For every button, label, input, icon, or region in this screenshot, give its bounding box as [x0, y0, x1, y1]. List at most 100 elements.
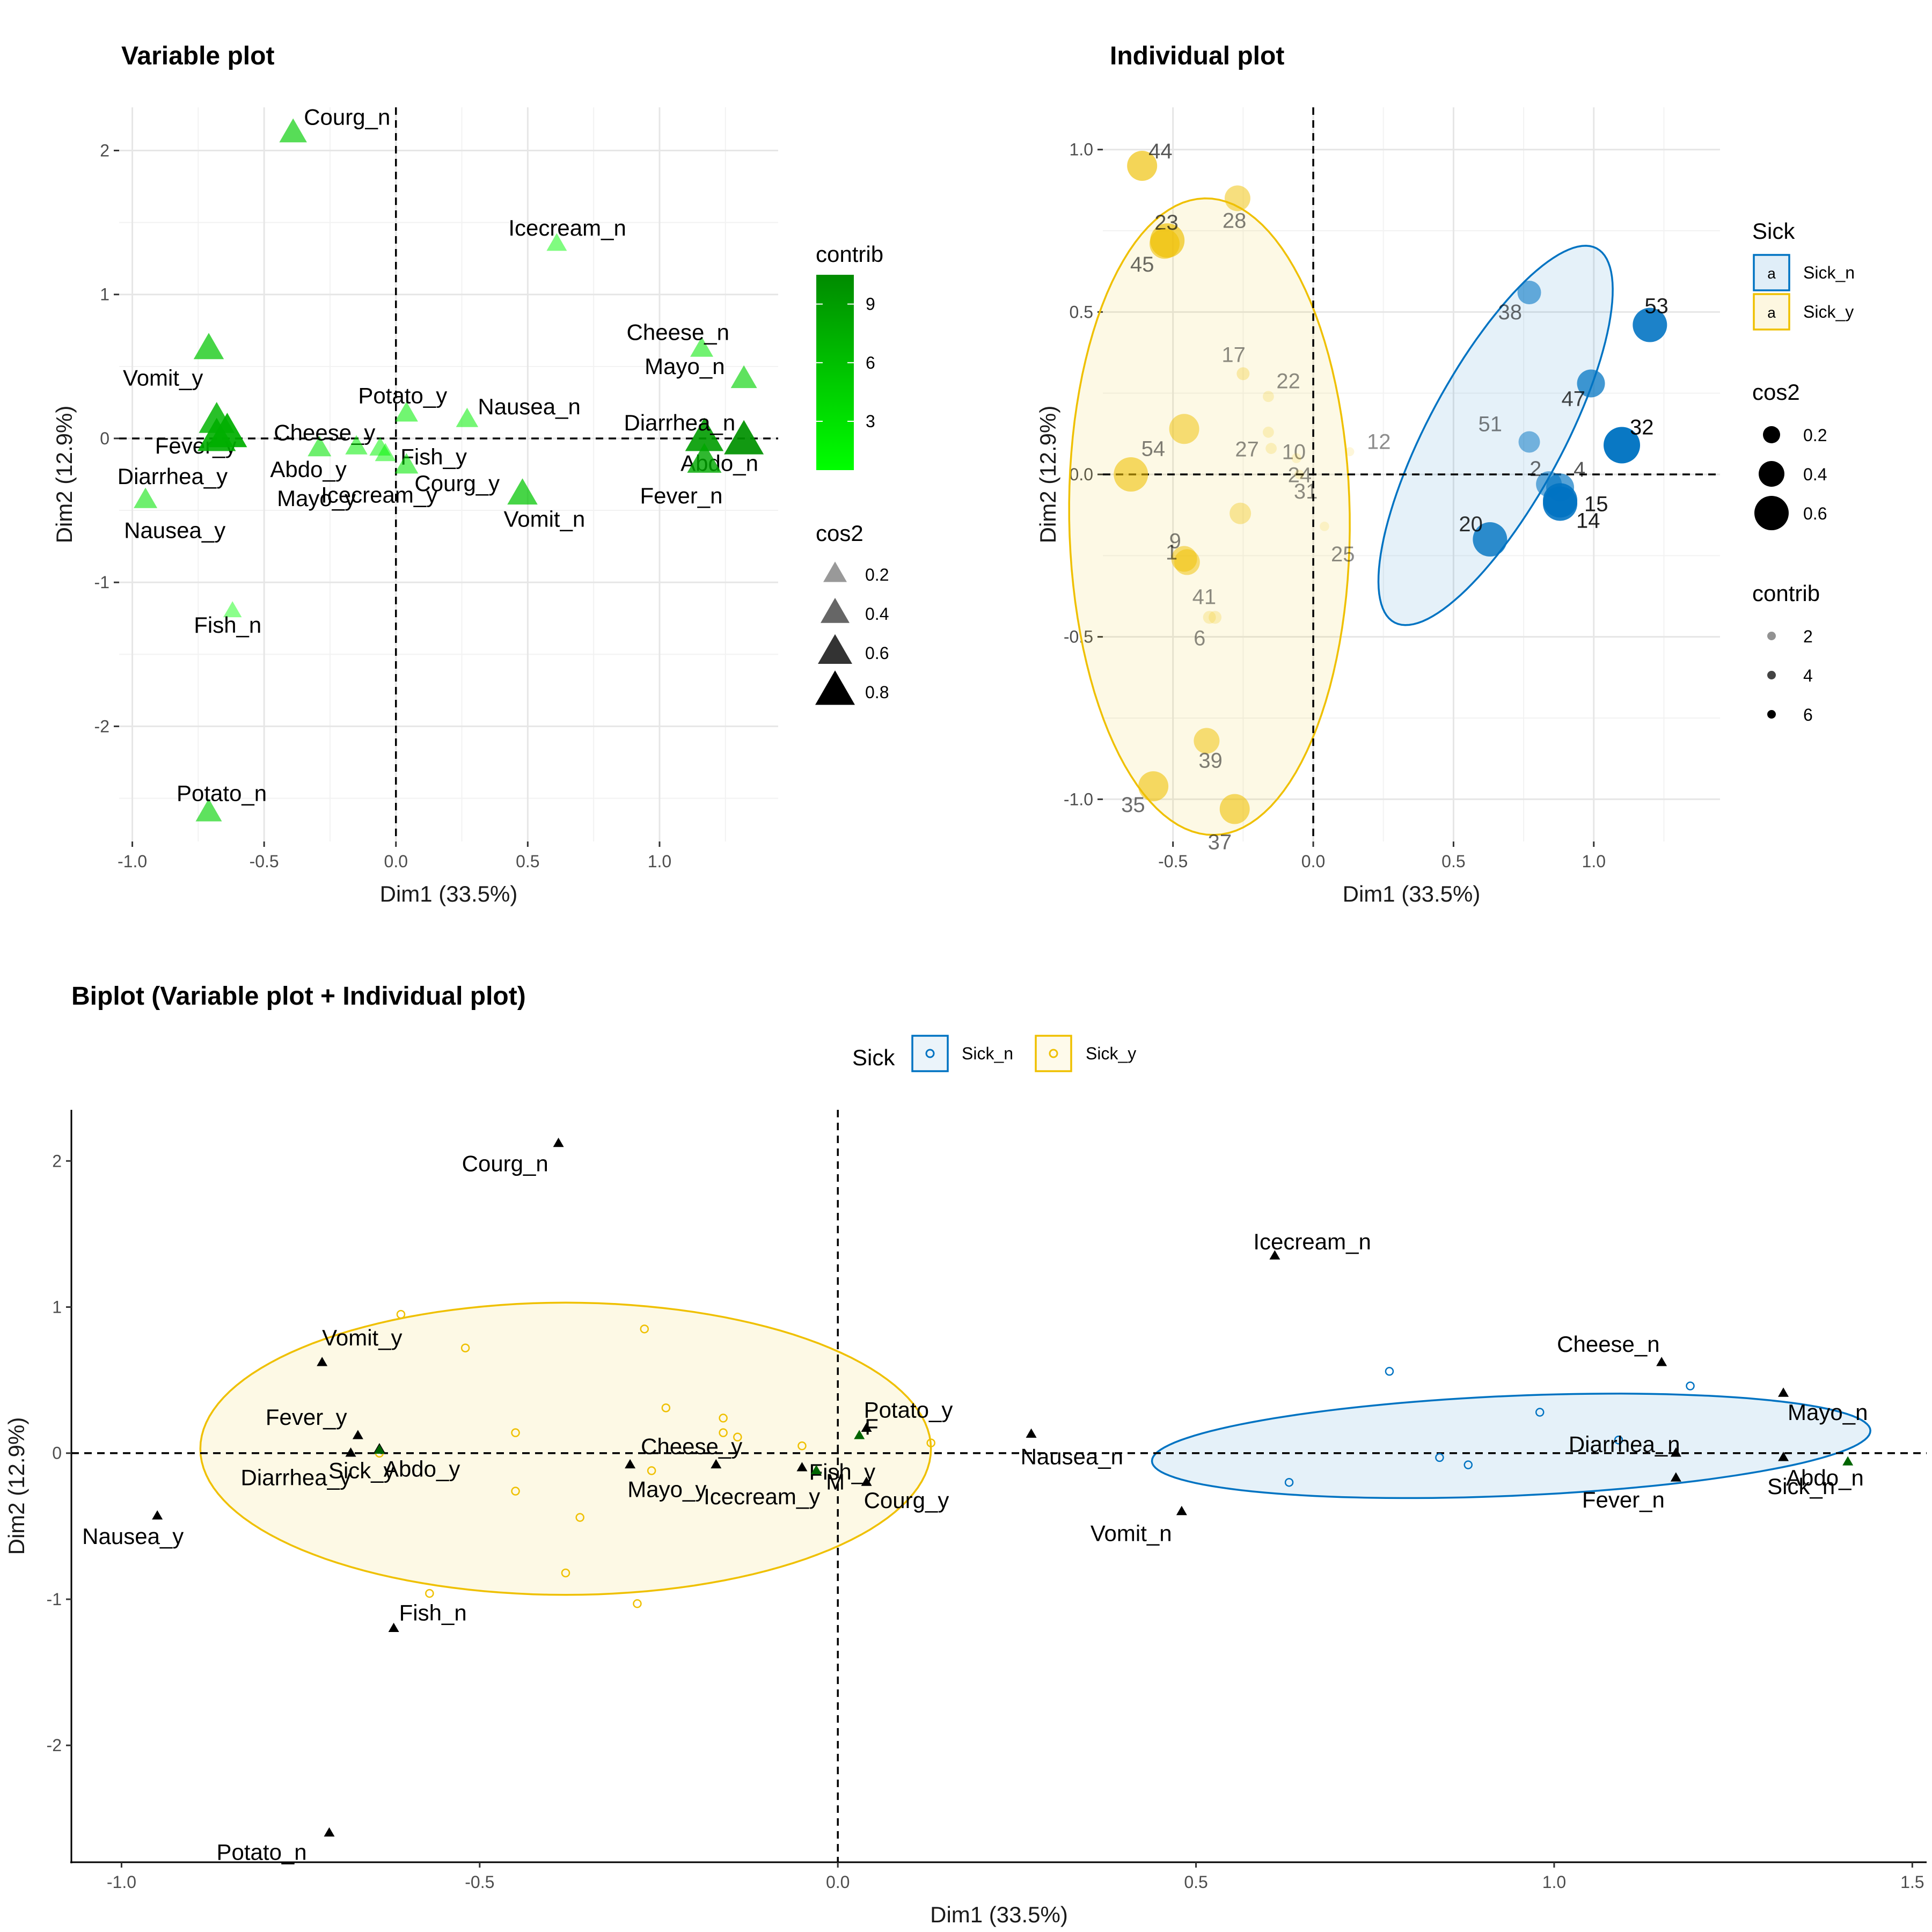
colorbar-label: 3 — [866, 412, 875, 431]
variable-marker — [394, 401, 418, 422]
individual-label: 47 — [1562, 387, 1586, 411]
individual-point — [1284, 1477, 1294, 1487]
individual-point — [1473, 522, 1507, 557]
supplementary-marker — [854, 1430, 865, 1439]
y-tick-label: 1 — [52, 1298, 62, 1317]
x-tick-label: 1.0 — [648, 852, 671, 871]
y-tick-label: 0 — [52, 1444, 62, 1463]
legend-label: Sick_y — [1086, 1044, 1136, 1063]
x-tick-label: 0.0 — [826, 1872, 850, 1892]
supplementary-label: Sick_n — [1767, 1474, 1835, 1499]
individual-label: 37 — [1208, 830, 1232, 854]
x-tick-label: -0.5 — [465, 1872, 494, 1892]
cos2-legend-key — [1754, 496, 1789, 530]
y-tick-label: -1.0 — [1064, 789, 1093, 809]
cos2-legend-key — [815, 670, 855, 705]
variable-marker — [345, 435, 368, 455]
x-axis-title: Dim1 (33.5%) — [1343, 881, 1481, 906]
variable-label: Nausea_y — [124, 517, 225, 543]
variable-marker — [625, 1459, 636, 1469]
individual-point — [1236, 367, 1250, 380]
variable-marker — [507, 478, 538, 505]
variable-marker — [388, 1622, 399, 1633]
individual-point — [1686, 1381, 1695, 1391]
variable-marker — [730, 365, 757, 389]
individual-label: 6 — [1194, 626, 1205, 650]
variable-marker — [1778, 1387, 1789, 1397]
individual-label: 54 — [1141, 437, 1166, 460]
variable-marker — [796, 1462, 808, 1472]
x-tick-label: 1.0 — [1542, 1872, 1566, 1892]
variable-marker — [1670, 1472, 1681, 1482]
biplot-legend: Sick Sick_n Sick_y — [852, 1035, 1136, 1072]
contrib-legend-key — [1767, 710, 1776, 719]
variable-marker — [345, 1447, 356, 1457]
individual-point — [1543, 486, 1578, 521]
individual-point — [797, 1441, 807, 1451]
legend-label: Sick_n — [1803, 263, 1855, 282]
chart-title: Individual plot — [1110, 42, 1284, 70]
variable-marker — [456, 407, 479, 427]
y-tick-label: 2 — [52, 1151, 62, 1170]
biplot-panel: Biplot (Variable plot + Individual plot)… — [4, 982, 1927, 1927]
individual-label: 20 — [1459, 513, 1483, 536]
cos2-legend-label: 0.2 — [865, 565, 889, 584]
individual-point — [425, 1589, 434, 1598]
x-axis-title: Dim1 (33.5%) — [380, 881, 518, 906]
variable-label: Vomit_y — [123, 365, 203, 391]
variable-label: Mayo_y — [277, 486, 356, 511]
legend-key-sick-n — [911, 1035, 949, 1072]
cos2-legend-label: 0.6 — [865, 643, 889, 663]
x-tick-label: 0.5 — [1441, 852, 1465, 871]
variable-marker — [1656, 1357, 1667, 1366]
variable-label: Icecream_n — [1253, 1229, 1371, 1254]
variable-label: Abdo_n — [1786, 1465, 1864, 1490]
x-tick-label: 0.0 — [384, 852, 408, 871]
variable-marker — [685, 418, 724, 451]
individual-label: 53 — [1644, 295, 1668, 318]
variable-label: Potato_n — [217, 1840, 307, 1865]
individual-point — [1174, 549, 1200, 575]
individual-label: 9 — [1169, 529, 1181, 553]
variable-label: Fever_n — [1582, 1487, 1665, 1512]
supplementary-label: Sick_y — [328, 1458, 395, 1483]
individual-point — [1224, 185, 1250, 211]
supplementary-label: M — [826, 1469, 845, 1494]
supplementary-marker — [374, 1444, 385, 1454]
variable-marker — [1778, 1452, 1789, 1461]
variable-label: Courg_n — [304, 104, 390, 129]
contrib-legend-key — [1767, 632, 1776, 640]
individual-point — [1320, 522, 1329, 531]
legend-label: Sick_n — [962, 1044, 1013, 1063]
individual-point — [1265, 443, 1277, 454]
legend-key-symbol — [1049, 1049, 1058, 1058]
variable-label: Courg_y — [414, 471, 500, 496]
confidence-ellipse-sick-n — [1151, 1393, 1871, 1499]
variable-label: Icecream_y — [704, 1484, 820, 1509]
variable-label: Potato_y — [358, 383, 447, 408]
individual-point — [1263, 426, 1274, 438]
variable-label: Mayo_n — [645, 354, 724, 379]
x-tick-label: 0.5 — [1184, 1872, 1208, 1892]
individual-point — [1518, 431, 1540, 453]
individual-point — [1291, 453, 1301, 463]
variable-label: Icecream_n — [508, 215, 626, 240]
individual-point — [719, 1428, 728, 1437]
individual-point — [1219, 794, 1250, 824]
individual-point — [1604, 427, 1641, 464]
individual-point — [1535, 1408, 1545, 1417]
variable-marker — [1026, 1428, 1037, 1438]
legend-title-sick: Sick — [1752, 218, 1795, 244]
variable-marker — [195, 799, 222, 822]
legend-key-symbol — [925, 1049, 935, 1058]
individual-point — [1294, 470, 1304, 479]
individual-point — [1150, 229, 1180, 259]
individual-label: 24 — [1288, 464, 1312, 487]
individual-label: 17 — [1221, 343, 1246, 367]
individual-point — [575, 1513, 584, 1522]
variable-label: Potato_y — [864, 1397, 953, 1422]
chart-title: Biplot (Variable plot + Individual plot) — [71, 982, 526, 1011]
individual-label: 4 — [1574, 458, 1585, 481]
